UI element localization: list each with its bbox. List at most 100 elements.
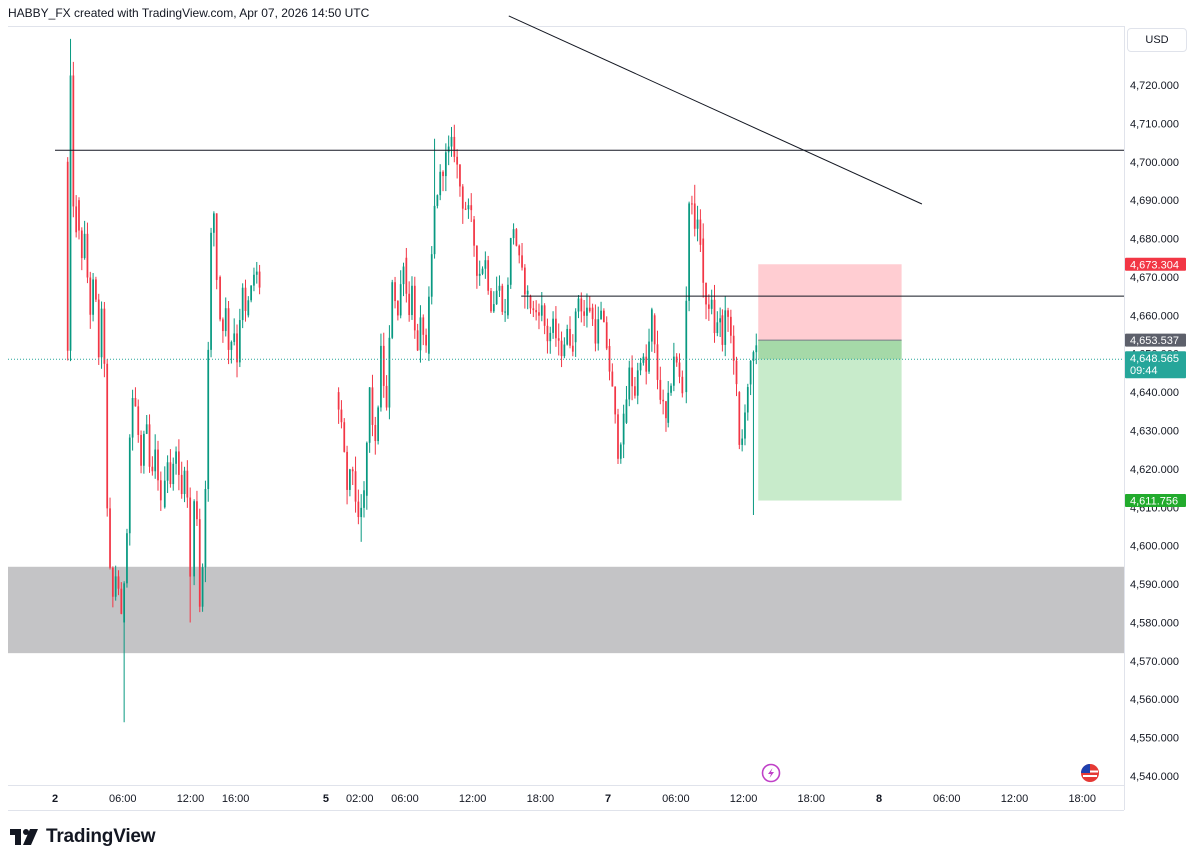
candle xyxy=(594,304,597,352)
candle xyxy=(583,299,585,327)
candle xyxy=(425,328,427,353)
svg-text:4,653.537: 4,653.537 xyxy=(1130,335,1179,347)
candle xyxy=(148,414,151,473)
candle xyxy=(636,362,639,405)
time-tick-label: 06:00 xyxy=(662,793,690,805)
candle xyxy=(368,387,371,453)
trend-line[interactable] xyxy=(508,15,923,205)
candle xyxy=(713,284,716,343)
candle xyxy=(699,209,702,253)
currency-selector[interactable]: USD xyxy=(1127,28,1187,52)
candle xyxy=(180,461,183,499)
candle xyxy=(512,223,515,245)
candle xyxy=(459,164,461,197)
candle xyxy=(557,323,560,356)
candle xyxy=(732,325,735,375)
candle xyxy=(157,440,159,491)
candle xyxy=(354,456,357,513)
candle xyxy=(569,316,571,349)
candle xyxy=(103,301,106,378)
candle xyxy=(258,264,261,295)
candle xyxy=(238,308,241,368)
candle xyxy=(236,324,238,378)
chart-attribution: HABBY_FX created with TradingView.com, A… xyxy=(8,6,370,20)
candle xyxy=(642,353,645,366)
take-profit-zone[interactable] xyxy=(758,340,902,501)
price-tick-label: 4,720.000 xyxy=(1130,80,1179,92)
time-axis: 2 06:00 12:00 16:00 5 02:00 06:00 12:00 18:00 7 06… xyxy=(52,793,1096,805)
candle xyxy=(89,271,92,329)
price-tick-label: 4,690.000 xyxy=(1130,195,1179,207)
candle xyxy=(399,270,402,319)
candle xyxy=(538,303,540,330)
candle xyxy=(402,262,405,297)
candle xyxy=(580,292,583,323)
candle xyxy=(385,375,388,411)
candle xyxy=(492,291,495,313)
candle xyxy=(481,266,484,276)
candle xyxy=(396,300,399,321)
candle xyxy=(413,276,416,339)
candle xyxy=(134,387,137,407)
candle xyxy=(501,283,504,315)
candle xyxy=(140,430,142,474)
candle xyxy=(543,303,546,335)
candle xyxy=(574,308,577,357)
candle xyxy=(363,481,365,518)
candle xyxy=(521,242,523,271)
candle xyxy=(608,338,611,381)
candle xyxy=(83,220,86,260)
candlestick-series xyxy=(66,38,758,723)
candle xyxy=(75,195,78,238)
time-tick-label: 8 xyxy=(876,793,882,805)
candle xyxy=(495,276,498,305)
candle xyxy=(696,205,699,242)
candle xyxy=(247,296,250,318)
tradingview-logo[interactable]: TradingView xyxy=(10,826,156,848)
us-flag-event-icon[interactable] xyxy=(1081,764,1099,782)
candle xyxy=(467,198,470,219)
candle xyxy=(151,456,154,476)
candle xyxy=(193,499,195,586)
candle xyxy=(233,318,236,346)
candle xyxy=(166,455,169,494)
candle xyxy=(619,442,622,464)
price-tick-label: 4,700.000 xyxy=(1130,157,1179,169)
lightning-event-icon[interactable] xyxy=(761,763,781,783)
candle xyxy=(735,356,738,397)
candle xyxy=(189,487,192,623)
candle xyxy=(681,370,684,398)
candle xyxy=(213,211,215,247)
time-tick-label: 06:00 xyxy=(109,793,137,805)
candle xyxy=(617,408,619,464)
candle xyxy=(253,267,255,292)
support-zone[interactable] xyxy=(8,566,1124,654)
candle xyxy=(201,563,204,612)
price-tick-label: 4,580.000 xyxy=(1130,617,1179,629)
candle xyxy=(665,400,667,432)
candle xyxy=(430,246,433,305)
candle xyxy=(650,307,653,352)
candle xyxy=(340,400,343,429)
candle xyxy=(159,471,162,511)
stop-loss-zone[interactable] xyxy=(758,264,902,341)
candle xyxy=(346,445,348,505)
svg-text:4,611.756: 4,611.756 xyxy=(1130,496,1178,508)
candle xyxy=(685,286,688,404)
candle xyxy=(546,318,549,354)
candle xyxy=(241,283,244,329)
candle xyxy=(416,323,419,352)
candle xyxy=(92,272,94,322)
candle xyxy=(126,528,128,588)
candle xyxy=(442,170,444,192)
time-tick-label: 18:00 xyxy=(798,793,826,805)
candle xyxy=(391,279,394,340)
time-tick-label: 16:00 xyxy=(222,793,250,805)
price-tick-label: 4,670.000 xyxy=(1130,272,1179,284)
candle xyxy=(131,389,134,451)
candle xyxy=(66,157,69,361)
price-tick-label: 4,590.000 xyxy=(1130,579,1179,591)
candle xyxy=(586,293,588,328)
candle xyxy=(675,353,678,367)
